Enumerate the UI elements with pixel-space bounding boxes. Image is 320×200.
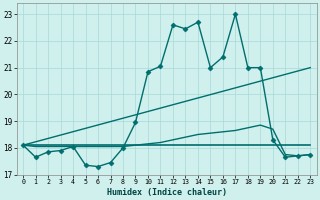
X-axis label: Humidex (Indice chaleur): Humidex (Indice chaleur) xyxy=(107,188,227,197)
